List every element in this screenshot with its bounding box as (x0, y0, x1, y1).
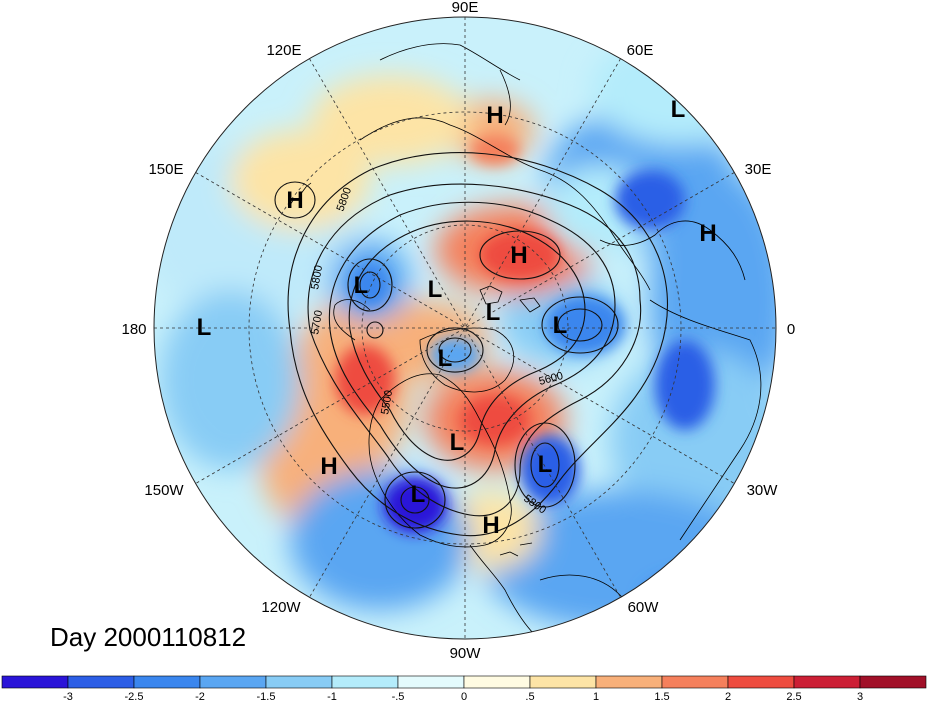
colorbar-tick-label: 3 (857, 691, 863, 702)
low-center-bering-sea: L (354, 272, 369, 299)
colorbar-tick-label: -.5 (392, 691, 405, 702)
lon-label-90e: 90E (452, 0, 479, 16)
lon-label-120w: 120W (261, 599, 301, 616)
low-center-arabian-sea: L (671, 96, 686, 123)
colorbar-tick-label: 1.5 (654, 691, 669, 702)
high-center-east-siberia: H (286, 187, 303, 214)
colorbar-tick-label: 1 (593, 691, 599, 702)
colorbar-swatch (859, 675, 927, 689)
lon-label-150w: 150W (144, 482, 184, 499)
colorbar-tick-label: -2.5 (125, 691, 144, 702)
colorbar-tick-label: 0 (461, 691, 467, 702)
colorbar: -3 -2.5 -2 -1.5 -1 -.5 0 .5 1 1.5 2 2.5 3 (1, 675, 927, 702)
colorbar-tick-label: -1.5 (257, 691, 276, 702)
high-center-tibet: H (486, 102, 503, 129)
low-center-north-central-pacific: L (197, 314, 212, 341)
low-center-north-atlantic: L (538, 451, 553, 478)
high-center-north-pacific: H (320, 453, 337, 480)
lon-label-30e: 30E (745, 161, 772, 178)
colorbar-tick-label: .5 (525, 691, 534, 702)
map-boundary (153, 16, 777, 640)
low-center-hudson-bay: L (438, 345, 453, 372)
colorbar-swatch (661, 675, 729, 689)
low-center-great-lakes: L (450, 429, 465, 456)
low-center-gulf-of-alaska: L (411, 481, 426, 508)
colorbar-tick-label: 2 (725, 691, 731, 702)
colorbar-swatch (331, 675, 399, 689)
colorbar-swatch (199, 675, 267, 689)
low-center-barents: L (553, 312, 568, 339)
colorbar-tick-label: 2.5 (786, 691, 801, 702)
colorbar-swatch (793, 675, 861, 689)
lon-label-60w: 60W (628, 599, 660, 616)
high-center-caribbean: H (482, 512, 499, 539)
contour-label-5700: 5700 (309, 309, 325, 335)
colorbar-swatch (529, 675, 597, 689)
lon-label-180: 180 (121, 321, 146, 338)
lon-label-30w: 30W (747, 482, 779, 499)
geopotential-contours (274, 152, 669, 537)
contour-label-5800-b: 5800 (309, 264, 325, 290)
colorbar-swatch (67, 675, 135, 689)
colorbar-swatch (463, 675, 531, 689)
colorbar-tick-label: -3 (63, 691, 73, 702)
colorbar-swatch (133, 675, 201, 689)
colorbar-tick-label: -2 (195, 691, 205, 702)
colorbar-tick-label: -1 (327, 691, 337, 702)
colorbar-swatch (727, 675, 795, 689)
graticule (154, 17, 776, 639)
lon-label-60e: 60E (627, 42, 654, 59)
low-center-arctic-1: L (428, 276, 443, 303)
lon-label-150e: 150E (148, 161, 183, 178)
high-center-north-siberia: H (510, 242, 527, 269)
lon-label-0: 0 (787, 321, 795, 338)
lon-label-120e: 120E (266, 42, 301, 59)
high-center-north-africa: H (699, 220, 716, 247)
low-center-arctic-2: L (486, 299, 501, 326)
colorbar-swatch (397, 675, 465, 689)
lon-label-90w: 90W (450, 645, 482, 662)
colorbar-swatch (595, 675, 663, 689)
map-title: Day 2000110812 (50, 622, 246, 652)
colorbar-swatch (265, 675, 333, 689)
colorbar-swatch (1, 675, 69, 689)
pressure-centers: H H H H H H L L L L L L L L L L (197, 96, 717, 539)
longitude-labels: 90E 120E 60E 150E 30E 180 0 150W 30W 120… (121, 0, 795, 662)
coastlines (289, 43, 762, 639)
contour-label-5500: 5500 (379, 389, 395, 415)
